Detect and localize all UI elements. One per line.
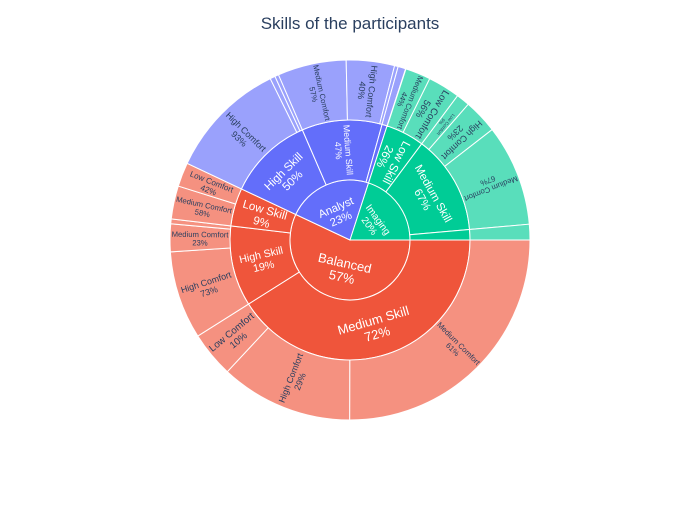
slice-label-analyst-medium-skill: Medium Skill47%: [332, 124, 355, 176]
slices-group: [169, 59, 531, 421]
slice-imaging-segment-2-segment-0[interactable]: [468, 223, 531, 241]
chart-title: Skills of the participants: [260, 14, 440, 33]
slice-label-balanced-high-skill-medium-comfort: Medium Comfort23%: [171, 230, 229, 248]
slice-balanced-medium-skill-medium-comfort[interactable]: [349, 239, 531, 421]
